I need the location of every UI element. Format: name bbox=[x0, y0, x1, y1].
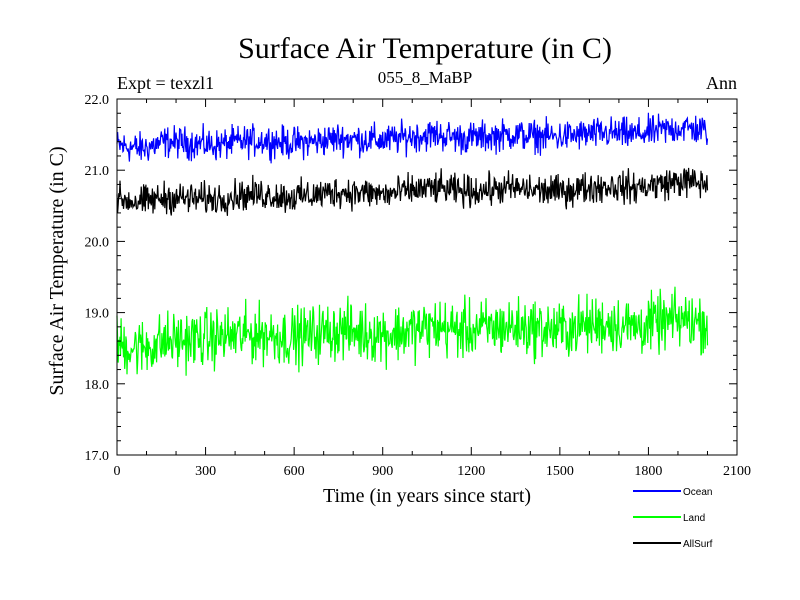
x-tick-label: 2100 bbox=[723, 464, 751, 479]
legend: Ocean Land AllSurf bbox=[633, 487, 713, 550]
y-axis-label: Surface Air Temperature (in C) bbox=[46, 146, 68, 395]
plot-frame bbox=[116, 98, 738, 456]
legend-label-allsurf: AllSurf bbox=[683, 539, 713, 550]
chart-subtitle: 055_8_MaBP bbox=[378, 68, 472, 87]
x-tick-label: 900 bbox=[372, 464, 393, 479]
x-tick-label: 1500 bbox=[546, 464, 574, 479]
y-tick-label: 19.0 bbox=[85, 307, 110, 322]
series-layer bbox=[116, 112, 709, 376]
y-tick-label: 22.0 bbox=[85, 93, 110, 108]
experiment-label: Expt = texzl1 bbox=[117, 73, 214, 93]
y-tick-label: 18.0 bbox=[85, 378, 110, 393]
y-tick-label: 20.0 bbox=[85, 235, 110, 250]
x-tick-label: 0 bbox=[114, 464, 121, 479]
axes-layer: 0 300 600 900 1200 1500 1800 2100 17.0 18.0 19.0 20… bbox=[85, 93, 752, 479]
x-tick-label: 1800 bbox=[634, 464, 662, 479]
y-tick-label: 17.0 bbox=[85, 449, 110, 464]
series-line-ocean bbox=[116, 112, 709, 164]
x-tick-label: 600 bbox=[284, 464, 305, 479]
series-line-land bbox=[116, 286, 709, 376]
series-line-allsurf bbox=[116, 167, 709, 216]
legend-label-land: Land bbox=[683, 513, 705, 524]
chart-title: Surface Air Temperature (in C) bbox=[238, 32, 612, 65]
legend-label-ocean: Ocean bbox=[683, 487, 712, 498]
x-tick-label: 1200 bbox=[457, 464, 485, 479]
x-tick-label: 300 bbox=[195, 464, 216, 479]
season-label: Ann bbox=[706, 73, 737, 93]
y-tick-label: 21.0 bbox=[85, 164, 110, 179]
x-axis-label: Time (in years since start) bbox=[323, 485, 531, 507]
